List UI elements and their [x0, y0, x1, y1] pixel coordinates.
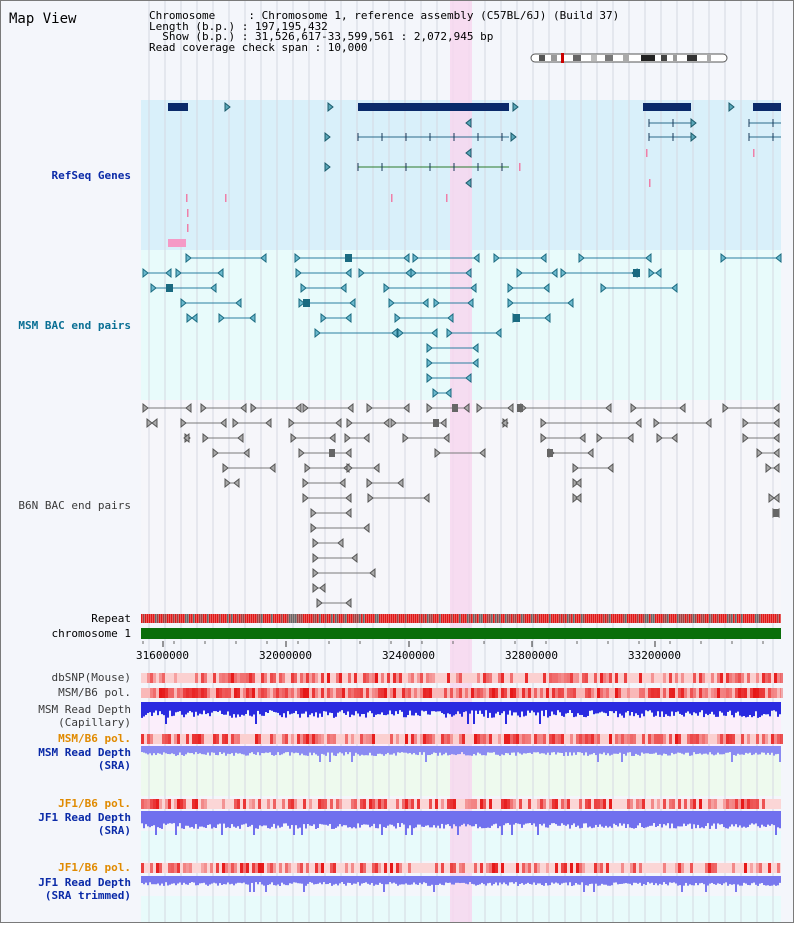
- heat-tracks: [141, 673, 783, 873]
- track-label-chromosome: chromosome 1: [51, 627, 131, 640]
- vertical-gridlines: [148, 1, 774, 922]
- track-label-msm-b6-pol-2: MSM/B6 pol.: [58, 732, 131, 745]
- msm-features: [142, 252, 782, 399]
- span-line: Read coverage check span : 10,000: [149, 40, 368, 54]
- track-label-msm-depth-capillary: MSM Read Depth (Capillary): [38, 703, 131, 729]
- show-line: Show (b.p.) : 31,526,617-33,599,561 : 2,…: [149, 30, 494, 43]
- track-label-dbsnp: dbSNP(Mouse): [51, 671, 131, 684]
- b6n-features: [142, 402, 780, 609]
- track-label-jf1-b6-pol-2: JF1/B6 pol.: [58, 861, 131, 874]
- track-label-jf1-depth-sra: JF1 Read Depth (SRA): [38, 811, 131, 837]
- track-label-jf1-depth-trimmed: JF1 Read Depth (SRA trimmed): [38, 876, 131, 902]
- track-label-jf1-b6-pol-1: JF1/B6 pol.: [58, 797, 131, 810]
- length-line: Length (b.p.) : 197,195,432: [149, 19, 328, 33]
- repeat-track: [141, 614, 781, 623]
- track-label-repeat: Repeat: [91, 612, 131, 625]
- axis-tick-label: 33200000: [628, 649, 681, 662]
- header-info: Chromosome : Chromosome 1, reference ass…: [149, 9, 620, 54]
- track-label-msm-b6-pol-1: MSM/B6 pol.: [58, 686, 131, 699]
- ideogram-position-marker: [561, 53, 564, 63]
- depth-tracks: [141, 702, 781, 892]
- highlight-region: [450, 1, 472, 922]
- chromosome-line: Chromosome : Chromosome 1, reference ass…: [149, 9, 620, 22]
- axis-tick-label: 32000000: [259, 649, 312, 662]
- track-label-refseq[interactable]: RefSeq Genes: [51, 169, 131, 182]
- track-label-b6n-bac[interactable]: B6N BAC end pairs: [18, 499, 131, 512]
- refseq-features: [168, 101, 781, 247]
- axis-tick-label: 31600000: [136, 649, 189, 662]
- chromosome-ideogram: [530, 53, 728, 63]
- coordinate-axis: [142, 641, 764, 647]
- track-label-msm-depth-sra: MSM Read Depth (SRA): [38, 746, 131, 772]
- axis-tick-label: 32800000: [505, 649, 558, 662]
- chromosome-bar: [141, 628, 781, 639]
- axis-tick-label: 32400000: [382, 649, 435, 662]
- page-title: Map View: [9, 11, 77, 27]
- track-label-msm-bac[interactable]: MSM BAC end pairs: [18, 319, 131, 332]
